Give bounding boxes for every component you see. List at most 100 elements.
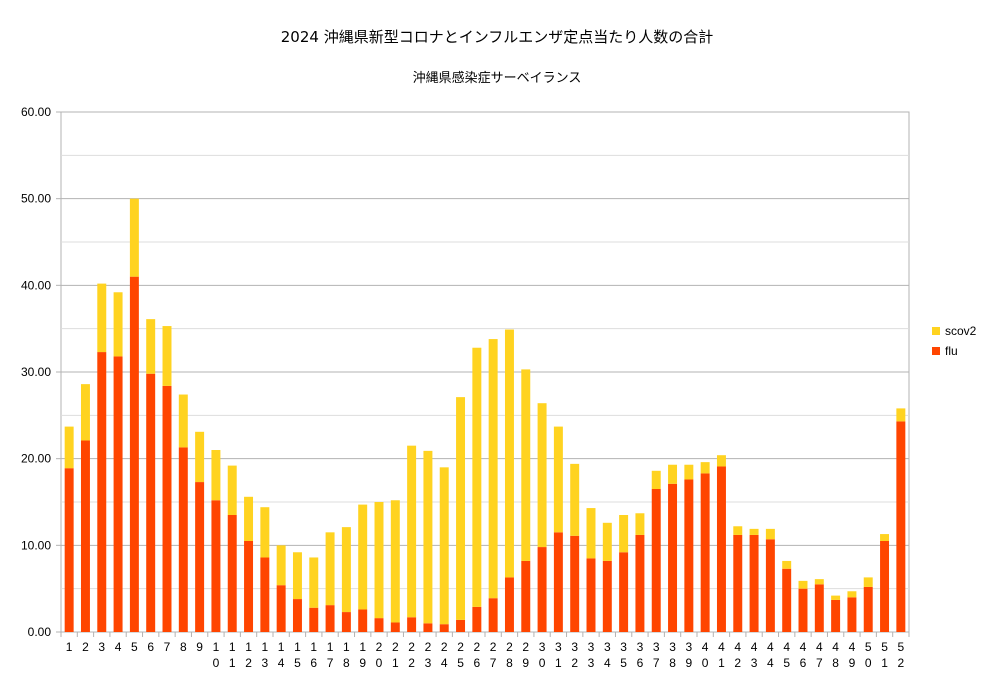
bar-flu (700, 473, 710, 632)
y-tick-label: 0.00 (28, 625, 52, 639)
x-tick-label: 1 (66, 640, 73, 654)
bar-flu (521, 560, 531, 632)
bar-flu (684, 479, 694, 632)
bar-flu (309, 607, 319, 632)
bar-scov2 (619, 515, 629, 553)
bars (64, 198, 906, 632)
bar-flu (292, 599, 302, 632)
bar-flu (146, 373, 156, 632)
bar-scov2 (211, 450, 221, 501)
bar-scov2 (684, 464, 694, 480)
bar-scov2 (472, 347, 482, 607)
bar-scov2 (504, 329, 514, 578)
bar-flu (651, 489, 661, 632)
bar-flu (276, 585, 286, 632)
bar-scov2 (162, 326, 172, 386)
bar-scov2 (586, 508, 596, 559)
bar-scov2 (341, 527, 351, 613)
x-tick-label: 5 (131, 640, 138, 654)
bar-scov2 (97, 283, 107, 353)
x-tick-label: 8 (180, 640, 187, 654)
bar-flu (423, 623, 433, 632)
bar-scov2 (146, 319, 156, 374)
bar-flu (260, 557, 270, 632)
bar-flu (814, 584, 824, 632)
bar-scov2 (260, 507, 270, 558)
bar-flu (341, 612, 351, 632)
bar-flu (537, 547, 547, 632)
bar-scov2 (423, 450, 433, 624)
bar-scov2 (635, 513, 645, 535)
bar-flu (602, 560, 612, 632)
bar-flu (586, 558, 596, 632)
bar-scov2 (700, 462, 710, 474)
bar-flu (97, 352, 107, 632)
bar-scov2 (798, 580, 808, 589)
bar-scov2 (178, 394, 188, 448)
x-tick-label: 7 (164, 640, 171, 654)
legend-label-flu: flu (945, 344, 958, 358)
x-tick-label: 4 (115, 640, 122, 654)
x-tick-label: 9 (196, 640, 203, 654)
bar-scov2 (439, 467, 449, 625)
bar-flu (831, 599, 841, 632)
bar-flu (488, 598, 498, 632)
bar-flu (619, 552, 629, 632)
bar-scov2 (64, 426, 74, 469)
bar-scov2 (880, 534, 890, 541)
bar-scov2 (129, 198, 139, 277)
bar-scov2 (863, 577, 873, 587)
y-tick-label: 40.00 (21, 278, 51, 292)
bar-flu (374, 618, 384, 632)
legend: scov2 flu (932, 324, 977, 358)
bar-flu (325, 605, 335, 632)
bar-flu (880, 541, 890, 632)
x-tick-label: 3 (98, 640, 105, 654)
bar-scov2 (325, 532, 335, 606)
bar-flu (782, 568, 792, 632)
bar-flu (456, 619, 466, 632)
bar-flu (504, 577, 514, 632)
bar-scov2 (113, 292, 123, 357)
bar-flu (195, 482, 205, 632)
bar-scov2 (716, 455, 726, 467)
bar-scov2 (390, 500, 400, 623)
chart-title: 2024 沖縄県新型コロナとインフルエンザ定点当たり人数の合計 (281, 28, 714, 46)
bar-scov2 (602, 522, 612, 561)
bar-scov2 (358, 504, 368, 610)
bar-scov2 (668, 464, 678, 484)
bar-flu (896, 421, 906, 632)
bar-scov2 (521, 369, 531, 561)
x-tick-label: 2 (82, 640, 89, 654)
y-tick-label: 50.00 (21, 192, 51, 206)
bar-flu (80, 440, 90, 632)
legend-swatch-scov2 (932, 327, 940, 335)
bar-flu (635, 534, 645, 632)
y-tick-label: 10.00 (21, 538, 51, 552)
bar-scov2 (765, 528, 775, 540)
bar-flu (211, 500, 221, 632)
chart-subtitle: 沖縄県感染症サーベイランス (413, 70, 582, 86)
